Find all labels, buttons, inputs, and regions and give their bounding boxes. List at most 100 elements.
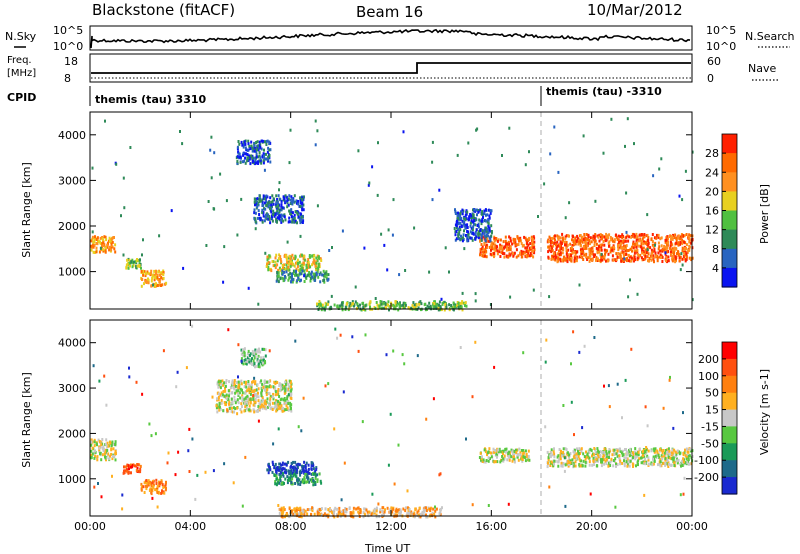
data-cell	[284, 477, 287, 481]
data-cell	[318, 273, 321, 276]
data-cell	[261, 208, 264, 212]
data-cell	[156, 276, 159, 279]
data-cell	[565, 234, 568, 238]
data-cell	[131, 265, 134, 269]
data-cell	[154, 488, 157, 492]
data-cell	[668, 378, 671, 382]
data-cell	[289, 407, 292, 411]
data-cell	[289, 474, 292, 478]
data-cell	[683, 253, 686, 257]
data-cell	[565, 448, 568, 452]
data-cell	[561, 236, 564, 240]
data-cell	[153, 275, 156, 279]
data-cell	[384, 508, 386, 512]
data-cell	[227, 328, 230, 332]
data-cell	[408, 512, 411, 516]
data-cell	[628, 235, 631, 239]
data-cell	[566, 257, 569, 261]
data-cell	[556, 260, 559, 264]
data-cell	[488, 216, 491, 220]
data-cell	[519, 238, 521, 242]
data-cell	[632, 242, 635, 246]
data-cell	[182, 266, 185, 270]
data-cell	[303, 476, 306, 480]
data-cell	[305, 266, 308, 270]
data-cell	[651, 463, 654, 467]
data-cell	[578, 283, 581, 287]
data-cell	[301, 464, 303, 468]
data-cell	[265, 393, 268, 397]
data-cell	[598, 245, 600, 249]
data-cell	[617, 248, 620, 251]
data-cell	[597, 457, 599, 460]
data-cell	[666, 250, 668, 254]
data-cell	[291, 278, 294, 282]
data-cell	[267, 462, 270, 466]
data-cell	[662, 461, 665, 465]
data-cell	[351, 300, 354, 304]
data-cell	[225, 396, 228, 400]
data-cell	[111, 454, 114, 458]
data-cell	[289, 260, 292, 264]
data-cell	[352, 506, 355, 510]
data-cell	[219, 172, 222, 176]
data-cell	[288, 515, 291, 519]
data-cell	[277, 388, 280, 391]
data-cell	[654, 251, 657, 255]
data-cell	[303, 255, 306, 259]
x-tick-label: 20:00	[576, 520, 608, 533]
data-cell	[308, 271, 311, 274]
data-cell	[247, 380, 250, 383]
colorbar-segment	[722, 392, 737, 411]
data-cell	[575, 452, 578, 456]
data-cell	[241, 349, 244, 353]
data-cell	[243, 380, 246, 384]
data-cell	[105, 238, 108, 242]
data-cell	[583, 236, 586, 240]
data-cell	[670, 237, 672, 241]
data-cell	[463, 224, 466, 228]
data-cell	[135, 380, 138, 384]
data-cell	[671, 451, 674, 455]
data-cell	[280, 213, 283, 217]
data-cell	[288, 379, 291, 383]
data-cell	[522, 250, 525, 254]
data-cell	[589, 257, 592, 261]
data-cell	[485, 246, 488, 249]
data-cell	[339, 333, 342, 337]
data-cell	[653, 457, 656, 461]
data-cell	[143, 481, 146, 485]
data-cell	[363, 507, 366, 511]
data-cell	[645, 242, 648, 246]
data-cell	[110, 248, 113, 252]
data-cell	[379, 508, 382, 512]
data-cell	[136, 466, 139, 470]
data-cell	[264, 388, 267, 392]
data-cell	[90, 244, 93, 248]
scatter-region	[266, 460, 318, 475]
data-cell	[293, 213, 296, 217]
data-cell	[145, 487, 148, 491]
data-cell	[249, 147, 252, 151]
data-cell	[98, 448, 101, 452]
data-cell	[641, 237, 644, 241]
data-cell	[615, 233, 617, 237]
data-cell	[126, 464, 129, 468]
data-cell	[279, 479, 282, 483]
data-cell	[398, 511, 401, 515]
data-cell	[215, 406, 218, 410]
data-cell	[564, 447, 567, 451]
data-cell	[671, 234, 674, 238]
data-cell	[677, 253, 680, 257]
data-cell	[300, 217, 303, 221]
data-cell	[141, 277, 143, 281]
data-cell	[277, 194, 280, 198]
data-cell	[267, 256, 270, 260]
data-cell	[255, 392, 258, 396]
data-cell	[565, 252, 568, 256]
data-cell	[92, 364, 95, 368]
data-cell	[596, 251, 599, 255]
data-cell	[653, 249, 656, 253]
data-cell	[509, 295, 512, 299]
